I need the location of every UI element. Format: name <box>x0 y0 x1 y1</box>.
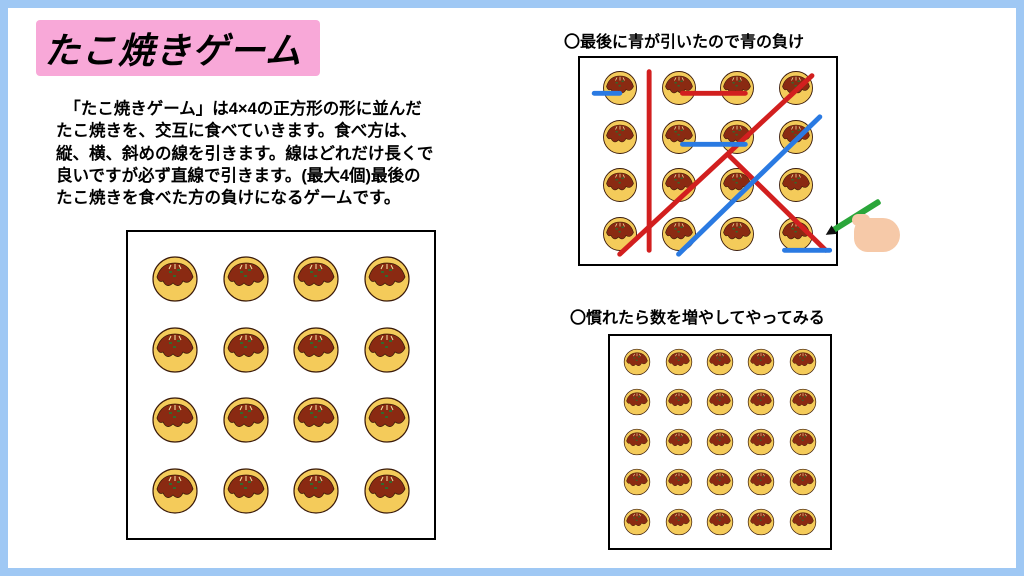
takoyaki-icon <box>719 70 755 106</box>
larger-board-grid <box>610 336 830 548</box>
takoyaki-icon <box>719 216 755 252</box>
takoyaki-icon <box>747 348 775 376</box>
takoyaki-icon <box>747 468 775 496</box>
takoyaki-icon <box>778 167 814 203</box>
takoyaki-icon <box>292 396 340 444</box>
takoyaki-icon <box>363 255 411 303</box>
takoyaki-icon <box>778 216 814 252</box>
slide-frame: たこ焼きゲーム 「たこ焼きゲーム」は4×4の正方形の形に並んだたこ焼きを、交互に… <box>0 0 1024 576</box>
takoyaki-icon <box>602 167 638 203</box>
takoyaki-icon <box>222 255 270 303</box>
main-board-grid <box>128 232 434 538</box>
takoyaki-icon <box>363 467 411 515</box>
takoyaki-icon <box>706 428 734 456</box>
takoyaki-icon <box>706 508 734 536</box>
takoyaki-icon <box>623 468 651 496</box>
takoyaki-icon <box>665 508 693 536</box>
takoyaki-icon <box>747 428 775 456</box>
takoyaki-icon <box>706 388 734 416</box>
takoyaki-icon <box>222 467 270 515</box>
takoyaki-icon <box>789 468 817 496</box>
takoyaki-icon <box>363 326 411 374</box>
main-board-box <box>126 230 436 540</box>
takoyaki-icon <box>623 348 651 376</box>
takoyaki-icon <box>706 468 734 496</box>
takoyaki-icon <box>602 216 638 252</box>
takoyaki-icon <box>789 508 817 536</box>
takoyaki-icon <box>778 119 814 155</box>
takoyaki-icon <box>661 70 697 106</box>
takoyaki-icon <box>363 396 411 444</box>
takoyaki-icon <box>706 348 734 376</box>
page-title: たこ焼きゲーム <box>36 20 320 76</box>
larger-caption: 〇慣れたら数を増やしてやってみる <box>570 304 825 328</box>
takoyaki-icon <box>602 119 638 155</box>
example-caption: 〇最後に青が引いたので青の負け <box>564 28 804 52</box>
takoyaki-icon <box>623 388 651 416</box>
takoyaki-icon <box>747 388 775 416</box>
larger-board-box <box>608 334 832 550</box>
takoyaki-icon <box>789 388 817 416</box>
description-text: 「たこ焼きゲーム」は4×4の正方形の形に並んだたこ焼きを、交互に食べていきます。… <box>56 98 436 209</box>
takoyaki-icon <box>292 467 340 515</box>
takoyaki-icon <box>623 428 651 456</box>
takoyaki-icon <box>789 428 817 456</box>
takoyaki-icon <box>151 467 199 515</box>
takoyaki-icon <box>222 326 270 374</box>
example-board-box <box>578 56 838 266</box>
takoyaki-icon <box>747 508 775 536</box>
takoyaki-icon <box>292 255 340 303</box>
takoyaki-icon <box>661 216 697 252</box>
takoyaki-icon <box>665 468 693 496</box>
takoyaki-icon <box>292 326 340 374</box>
takoyaki-icon <box>665 388 693 416</box>
example-board-grid <box>580 58 836 264</box>
takoyaki-icon <box>661 167 697 203</box>
takoyaki-icon <box>719 167 755 203</box>
takoyaki-icon <box>665 428 693 456</box>
takoyaki-icon <box>151 326 199 374</box>
takoyaki-icon <box>789 348 817 376</box>
takoyaki-icon <box>222 396 270 444</box>
takoyaki-icon <box>665 348 693 376</box>
takoyaki-icon <box>602 70 638 106</box>
takoyaki-icon <box>661 119 697 155</box>
takoyaki-icon <box>778 70 814 106</box>
takoyaki-icon <box>623 508 651 536</box>
hand-with-pen-icon <box>830 204 900 254</box>
takoyaki-icon <box>151 396 199 444</box>
takoyaki-icon <box>719 119 755 155</box>
takoyaki-icon <box>151 255 199 303</box>
